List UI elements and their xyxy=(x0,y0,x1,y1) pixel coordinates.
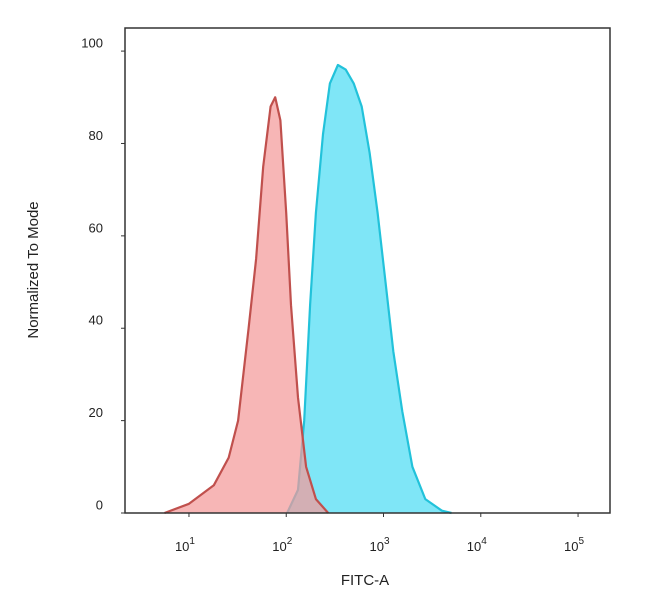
y-tick-label: 60 xyxy=(89,220,103,235)
y-tick-label: 20 xyxy=(89,405,103,420)
x-tick-base: 10 xyxy=(272,539,286,554)
x-tick-base: 10 xyxy=(564,539,578,554)
x-axis-label: FITC-A xyxy=(341,572,389,589)
x-tick-base: 10 xyxy=(175,539,189,554)
x-tick-exponent: 2 xyxy=(287,536,293,547)
x-tick-label: 105 xyxy=(564,536,584,554)
x-tick-label: 102 xyxy=(272,536,292,554)
x-tick-label: 103 xyxy=(369,536,389,554)
area-line xyxy=(164,96,330,515)
y-axis-label: Normalized To Mode xyxy=(25,201,42,338)
plot-frame xyxy=(124,27,611,514)
x-tick-exponent: 1 xyxy=(189,536,195,547)
y-tick-label: 80 xyxy=(89,128,103,143)
area-fill xyxy=(164,97,329,514)
x-tick-exponent: 3 xyxy=(384,536,390,547)
x-tick-label: 101 xyxy=(175,536,195,554)
x-tick-exponent: 5 xyxy=(579,536,585,547)
area-fill xyxy=(287,65,452,513)
y-tick-label: 0 xyxy=(96,497,103,512)
y-tick-label: 40 xyxy=(89,313,103,328)
y-tick-label: 100 xyxy=(81,36,103,51)
x-tick-label: 104 xyxy=(467,536,487,554)
x-tick-base: 10 xyxy=(467,539,481,554)
area-line xyxy=(286,63,452,515)
x-tick-base: 10 xyxy=(369,539,383,554)
x-tick-exponent: 4 xyxy=(481,536,487,547)
